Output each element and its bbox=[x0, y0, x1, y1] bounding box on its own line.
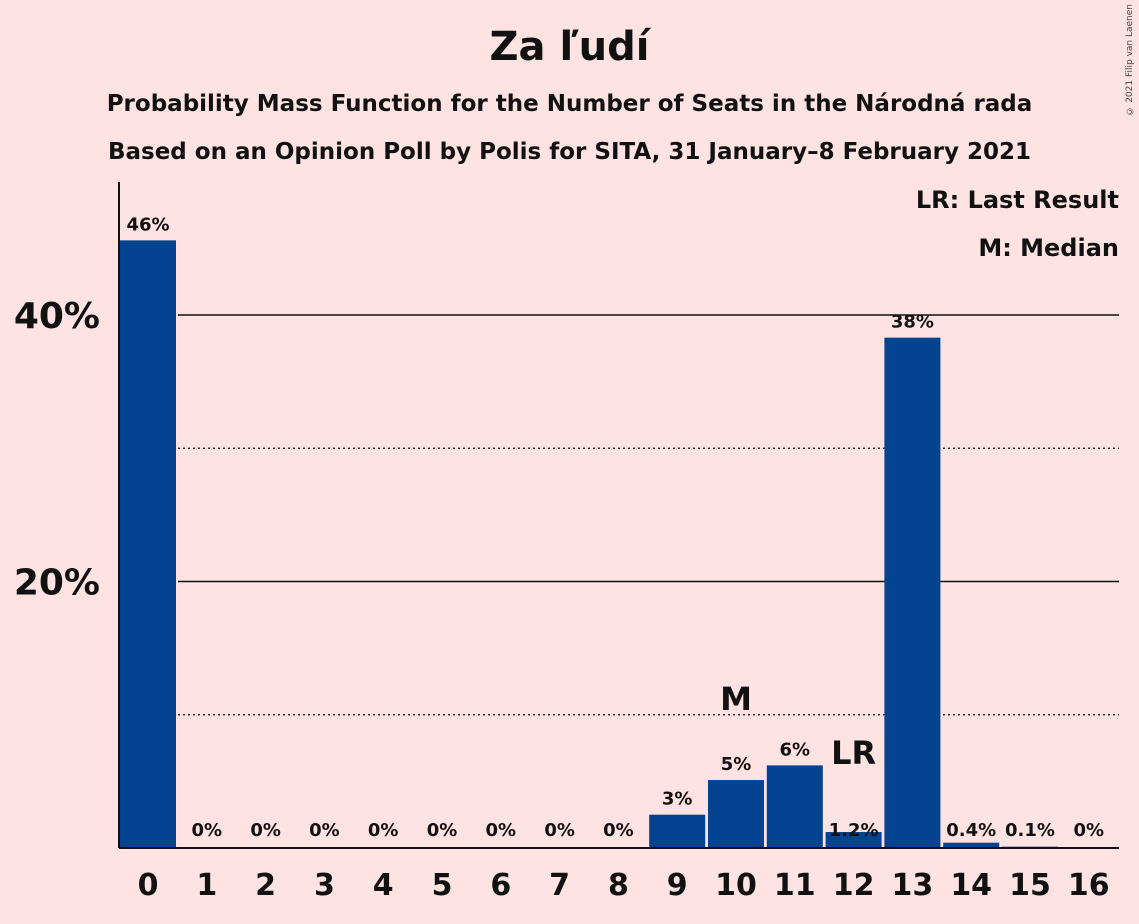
data-label: 0% bbox=[544, 820, 575, 841]
bar bbox=[825, 832, 882, 848]
bar bbox=[943, 842, 1000, 848]
x-tick-label: 5 bbox=[432, 868, 453, 903]
legend-last-result: LR: Last Result bbox=[915, 186, 1119, 214]
last-result-marker: LR bbox=[831, 734, 876, 772]
bar bbox=[649, 814, 706, 848]
x-tick-label: 11 bbox=[774, 868, 816, 903]
x-tick-label: 1 bbox=[196, 868, 217, 903]
data-label: 0% bbox=[1074, 820, 1105, 841]
median-marker: M bbox=[720, 680, 752, 718]
x-tick-label: 15 bbox=[1009, 868, 1051, 903]
data-label: 1.2% bbox=[829, 820, 879, 841]
x-tick-label: 3 bbox=[314, 868, 335, 903]
x-tick-label: 14 bbox=[950, 868, 992, 903]
data-label: 5% bbox=[721, 754, 752, 775]
x-tick-label: 0 bbox=[138, 868, 159, 903]
data-label: 0% bbox=[250, 820, 281, 841]
data-label: 0% bbox=[427, 820, 458, 841]
chart-title: Za ľudí bbox=[489, 24, 650, 70]
bar bbox=[120, 240, 176, 848]
x-tick-label: 2 bbox=[255, 868, 276, 903]
x-tick-label: 13 bbox=[892, 868, 934, 903]
y-tick-label: 40% bbox=[14, 296, 100, 337]
chart-subtitle-source: Based on an Opinion Poll by Polis for SI… bbox=[107, 139, 1032, 165]
data-label: 0.1% bbox=[1005, 820, 1055, 841]
data-label: 38% bbox=[891, 312, 934, 333]
data-label: 46% bbox=[126, 214, 169, 235]
x-tick-label: 4 bbox=[373, 868, 394, 903]
bar bbox=[766, 765, 823, 848]
data-label: 6% bbox=[780, 739, 811, 760]
bar bbox=[884, 337, 941, 848]
y-tick-label: 20% bbox=[14, 563, 100, 604]
data-label: 0.4% bbox=[946, 820, 996, 841]
x-tick-label: 10 bbox=[715, 868, 757, 903]
data-label: 0% bbox=[603, 820, 634, 841]
data-label: 3% bbox=[662, 789, 693, 810]
x-tick-label: 7 bbox=[549, 868, 570, 903]
x-tick-label: 12 bbox=[833, 868, 875, 903]
x-tick-label: 9 bbox=[667, 868, 688, 903]
data-label: 0% bbox=[486, 820, 517, 841]
data-label: 0% bbox=[309, 820, 340, 841]
bar bbox=[708, 780, 764, 848]
chart-subtitle: Probability Mass Function for the Number… bbox=[106, 91, 1033, 117]
legend-median: M: Median bbox=[978, 234, 1119, 262]
x-tick-label: 16 bbox=[1068, 868, 1110, 903]
x-tick-label: 8 bbox=[608, 868, 629, 903]
x-tick-label: 6 bbox=[490, 868, 511, 903]
data-label: 0% bbox=[192, 820, 223, 841]
data-label: 0% bbox=[368, 820, 399, 841]
